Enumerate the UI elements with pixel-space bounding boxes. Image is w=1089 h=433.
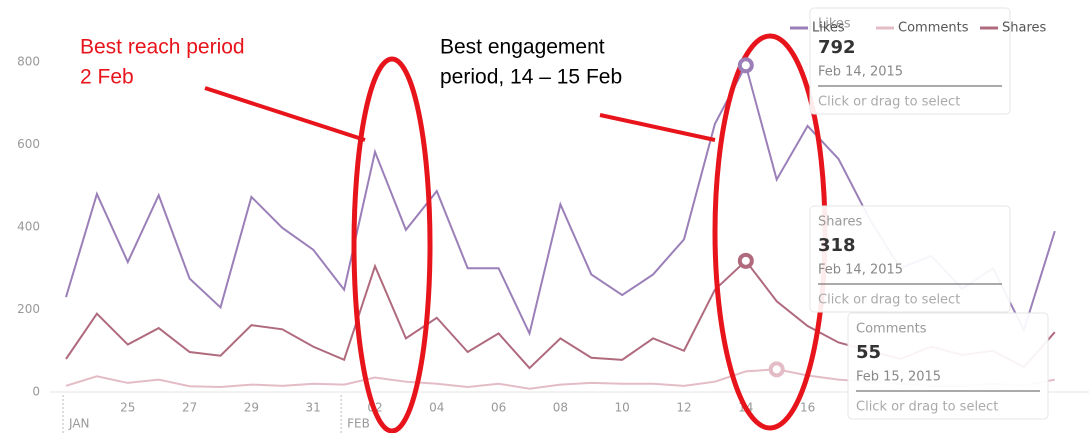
tooltip-value: 792	[818, 37, 856, 58]
legend-label: Likes	[812, 21, 845, 36]
highlight-point	[737, 252, 754, 269]
y-tick-label: 200	[17, 302, 40, 316]
tooltip: Comments 55 Feb 15, 2015 Click or drag to s…	[847, 312, 1049, 420]
tooltip-date: Feb 15, 2015	[856, 370, 941, 385]
annotation-text: period, 14 – 15 Feb	[440, 66, 622, 89]
x-tick-label: 27	[182, 401, 197, 415]
tooltip-hint: Click or drag to select	[818, 293, 960, 308]
tooltip-box	[809, 205, 1011, 313]
highlight-point	[737, 57, 754, 74]
x-tick-label: 06	[491, 401, 506, 415]
tooltip-hint: Click or drag to select	[818, 95, 960, 110]
y-tick-label: 400	[17, 220, 40, 234]
legend-label: Shares	[1002, 21, 1047, 36]
tooltip-hint: Click or drag to select	[856, 400, 998, 415]
annotation-text: 2 Feb	[80, 66, 134, 89]
y-tick-label: 600	[17, 137, 40, 151]
tooltip-box	[847, 312, 1049, 420]
x-tick-label: 08	[553, 401, 568, 415]
x-tick-label: 04	[429, 401, 444, 415]
annotation-pointer	[204, 86, 366, 142]
month-label: FEB	[347, 417, 370, 431]
annotation-pointer	[599, 113, 716, 142]
tooltip-value: 55	[856, 342, 881, 363]
x-tick-label: 25	[120, 401, 135, 415]
x-tick-label: 29	[244, 401, 259, 415]
tooltip: Shares 318 Feb 14, 2015 Click or drag to se…	[809, 205, 1011, 313]
tooltip-series: Likes	[818, 17, 851, 32]
tooltip-series: Shares	[818, 215, 863, 230]
y-tick-label: 800	[17, 55, 40, 69]
legend-label: Comments	[898, 21, 969, 36]
annotation-text: Best engagement	[440, 36, 605, 59]
highlight-ellipse	[351, 56, 433, 433]
highlight-point	[768, 361, 785, 378]
x-tick-label: 12	[676, 401, 691, 415]
y-tick-label: 0	[32, 385, 40, 399]
annotation-text: Best reach period	[80, 36, 245, 59]
tooltip-box	[809, 7, 1011, 115]
tooltip-date: Feb 14, 2015	[818, 263, 903, 278]
x-tick-label: 31	[306, 401, 321, 415]
x-tick-label: 10	[615, 401, 630, 415]
month-label: JAN	[68, 417, 90, 431]
tooltip-series: Comments	[856, 322, 927, 337]
tooltip-value: 318	[818, 235, 856, 256]
tooltip-date: Feb 14, 2015	[818, 65, 903, 80]
x-tick-label: 16	[800, 401, 815, 415]
